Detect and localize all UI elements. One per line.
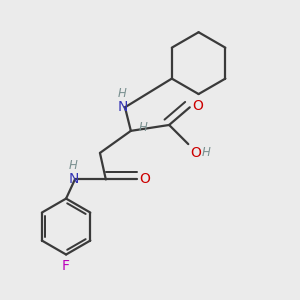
Text: F: F (62, 259, 70, 273)
Text: N: N (68, 172, 79, 186)
Text: O: O (139, 172, 150, 186)
Text: O: O (192, 99, 203, 113)
Text: H: H (69, 159, 78, 172)
Text: H: H (202, 146, 211, 160)
Text: H: H (139, 122, 148, 134)
Text: H: H (118, 87, 127, 100)
Text: N: N (117, 100, 128, 114)
Text: O: O (190, 146, 202, 161)
